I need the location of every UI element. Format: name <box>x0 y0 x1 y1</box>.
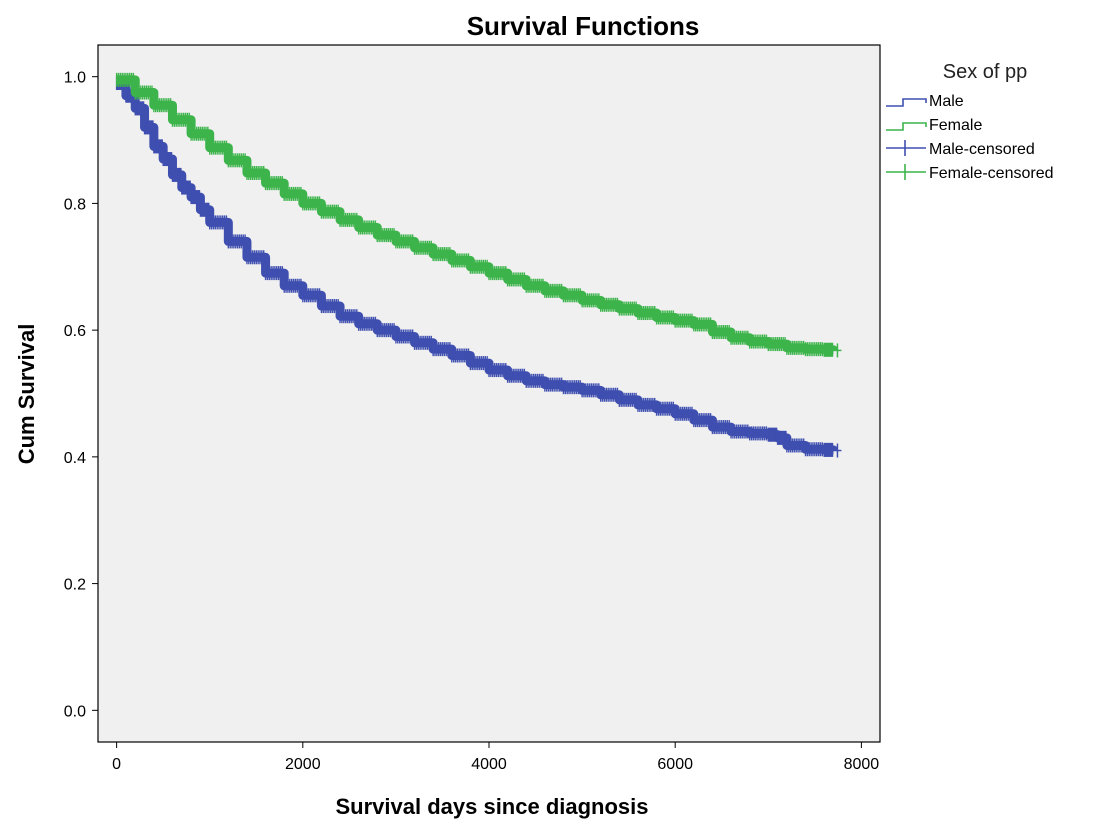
legend-entry-label: Female <box>929 117 982 134</box>
y-tick-label: 0.2 <box>64 577 86 594</box>
legend-step-icon <box>886 122 927 131</box>
y-tick-label: 0.0 <box>64 703 86 720</box>
y-tick-label: 0.6 <box>64 323 86 340</box>
legend-title: Sex of pp <box>943 61 1028 83</box>
legend-step-icon <box>886 98 927 107</box>
y-tick-label: 0.8 <box>64 196 86 213</box>
x-tick-label: 2000 <box>285 756 321 773</box>
legend: Sex of pp Male Female Male-censored Female-… <box>886 61 1054 182</box>
curves-layer <box>115 72 842 458</box>
x-tick-label: 6000 <box>657 756 693 773</box>
y-axis-label: Cum Survival <box>14 324 39 465</box>
x-tick-label: 0 <box>112 756 121 773</box>
axes-layer: 0 2000 4000 6000 8000 0.0 0.2 0.4 0.6 0.8 1.0 <box>64 70 880 773</box>
legend-entry-label: Female-censored <box>929 165 1054 182</box>
chart-title: Survival Functions <box>467 11 700 41</box>
y-tick-label: 0.4 <box>64 450 86 467</box>
x-axis-label: Survival days since diagnosis <box>335 794 648 819</box>
censor-marks-female <box>115 72 834 357</box>
legend-entry-label: Male-censored <box>929 141 1035 158</box>
y-tick-label: 1.0 <box>64 70 86 87</box>
legend-entry-label: Male <box>929 93 964 110</box>
x-tick-label: 8000 <box>844 756 880 773</box>
x-tick-label: 4000 <box>471 756 507 773</box>
